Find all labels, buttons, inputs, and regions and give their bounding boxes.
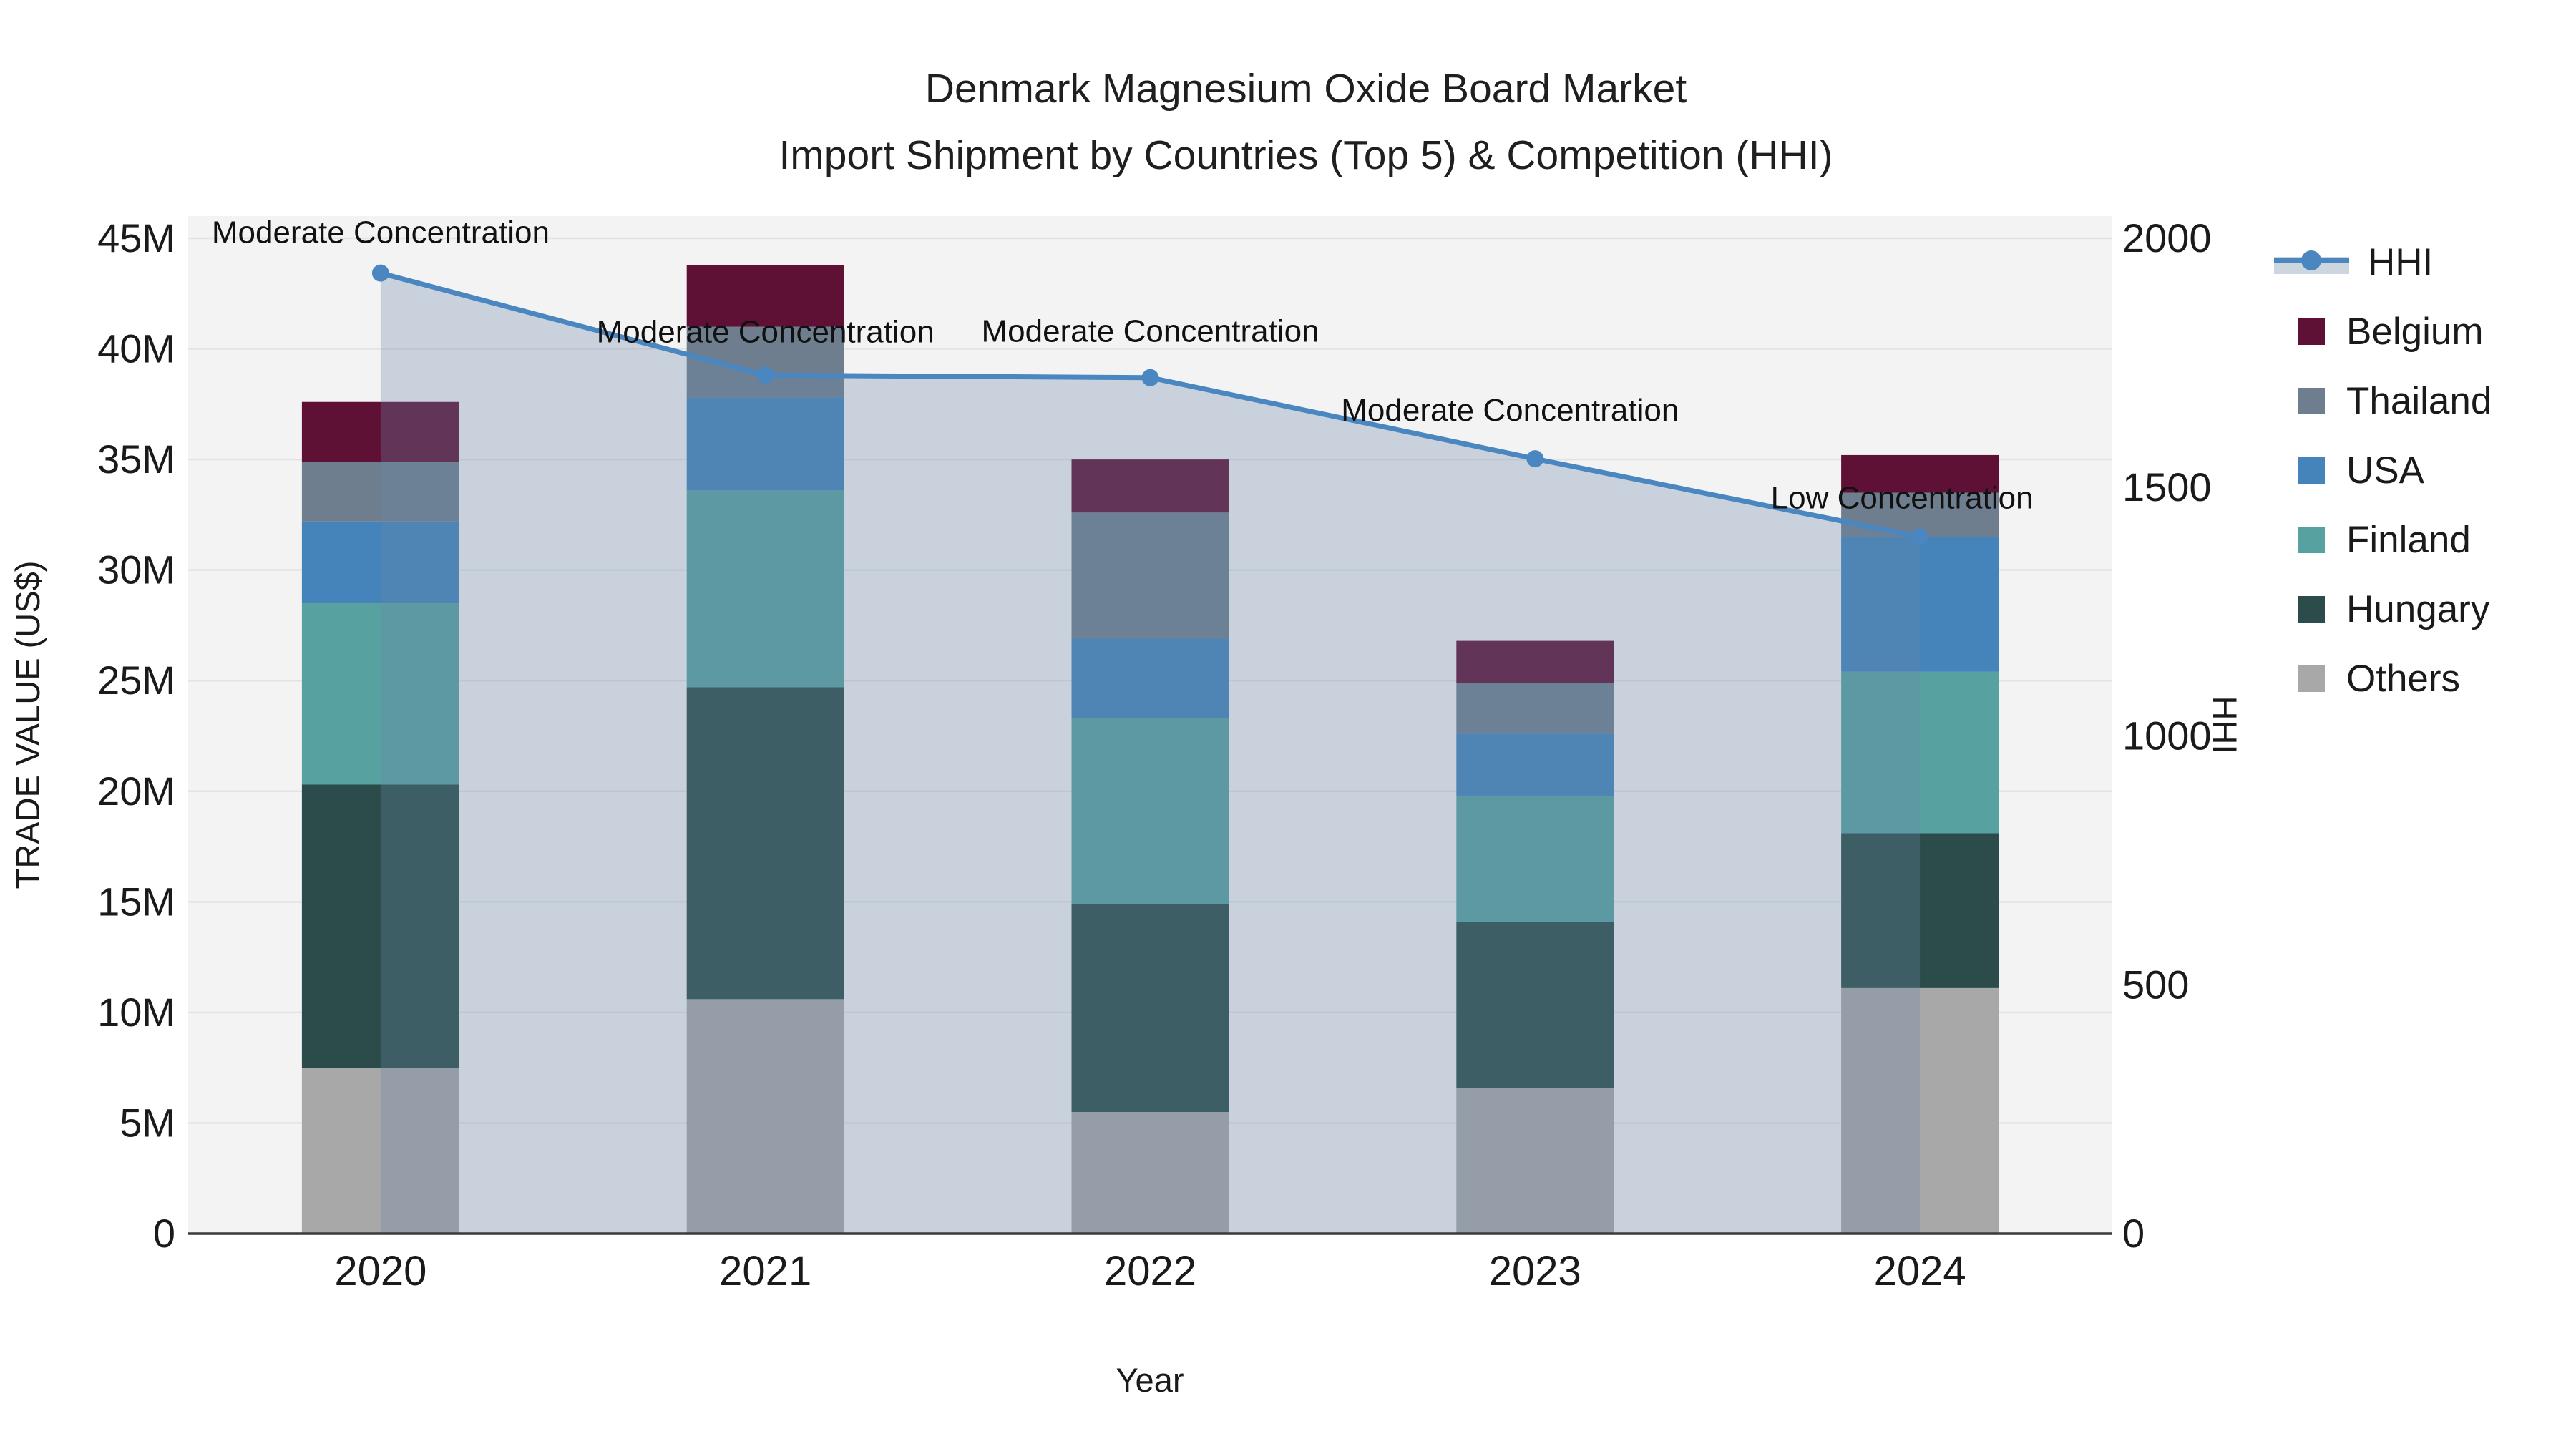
legend-label-thailand: Thailand <box>2346 379 2492 422</box>
bar-segment-belgium-2022[interactable] <box>1071 459 1229 513</box>
legend-item-others[interactable]: Others <box>2274 657 2492 700</box>
bar-segment-belgium-2024[interactable] <box>1841 454 1999 493</box>
bar-segment-hungary-2022[interactable] <box>1071 904 1229 1112</box>
bar-segment-finland-2023[interactable] <box>1456 795 1614 922</box>
legend-item-finland[interactable]: Finland <box>2274 518 2492 561</box>
legend-label-hhi: HHI <box>2368 240 2434 283</box>
bar-segment-others-2020[interactable] <box>301 1068 459 1234</box>
y-left-tick-25M: 25M <box>97 658 175 703</box>
hhi-marker-2023[interactable] <box>1526 450 1544 468</box>
bar-segment-others-2023[interactable] <box>1456 1087 1614 1234</box>
y-left-tick-40M: 40M <box>97 326 175 371</box>
chart-title: Denmark Magnesium Oxide Board Market Imp… <box>590 56 2021 189</box>
legend-item-thailand[interactable]: Thailand <box>2274 379 2492 422</box>
x-tick-2023: 2023 <box>1489 1248 1581 1294</box>
bar-segment-belgium-2023[interactable] <box>1456 640 1614 683</box>
hhi-marker-2022[interactable] <box>1141 369 1159 386</box>
bar-segment-hungary-2023[interactable] <box>1456 922 1614 1088</box>
legend-swatch-others <box>2298 665 2325 692</box>
annotation-2023: Moderate Concentration <box>1341 393 1679 428</box>
bar-segment-usa-2023[interactable] <box>1456 733 1614 796</box>
legend-item-hhi[interactable]: HHI <box>2274 240 2492 283</box>
y-right-tick-2000: 2000 <box>2122 215 2212 260</box>
y-axis-right-title: HHI <box>2206 696 2244 754</box>
x-tick-2020: 2020 <box>334 1248 426 1294</box>
legend-swatch-thailand <box>2298 387 2325 414</box>
y-left-tick-15M: 15M <box>97 879 175 924</box>
y-left-tick-35M: 35M <box>97 436 175 482</box>
legend: HHI Belgium Thailand USA Finland Hungary Other… <box>2274 240 2492 728</box>
y-axis-left-title: TRADE VALUE (US$) <box>9 561 47 889</box>
y-left-tick-20M: 20M <box>97 769 175 814</box>
legend-label-finland: Finland <box>2346 518 2471 561</box>
y-right-tick-0: 0 <box>2122 1211 2145 1256</box>
stacked-bars <box>301 265 1999 1234</box>
hhi-marker-2021[interactable] <box>756 366 774 384</box>
y-axis-right-tick-labels: 0 500 1000 1500 2000 <box>2122 215 2212 1256</box>
legend-label-usa: USA <box>2346 449 2424 492</box>
y-left-tick-0: 0 <box>153 1211 175 1256</box>
legend-label-others: Others <box>2346 657 2461 700</box>
annotation-2022: Moderate Concentration <box>981 314 1319 349</box>
legend-label-belgium: Belgium <box>2346 310 2484 353</box>
y-left-tick-5M: 5M <box>119 1100 175 1145</box>
x-axis-title: Year <box>1116 1361 1184 1399</box>
annotations: Moderate Concentration Moderate Concentra… <box>212 215 2034 516</box>
legend-swatch-hungary <box>2298 595 2325 623</box>
hhi-marker-2020[interactable] <box>371 264 389 282</box>
bar-segment-usa-2022[interactable] <box>1071 638 1229 718</box>
chart-title-line1: Denmark Magnesium Oxide Board Market <box>924 66 1687 112</box>
bar-segment-others-2021[interactable] <box>686 999 844 1234</box>
y-left-tick-30M: 30M <box>97 547 175 592</box>
legend-item-usa[interactable]: USA <box>2274 449 2492 492</box>
bar-segment-usa-2021[interactable] <box>686 397 844 491</box>
y-axis-left-tick-labels: 0 5M 10M 15M 20M 25M 30M 35M 40M 45M <box>97 215 175 1256</box>
y-right-tick-1500: 1500 <box>2122 464 2212 509</box>
bar-segment-finland-2024[interactable] <box>1841 671 1999 834</box>
bar-segment-finland-2022[interactable] <box>1071 718 1229 904</box>
legend-swatch-belgium <box>2298 318 2325 345</box>
x-tick-2021: 2021 <box>719 1248 811 1294</box>
bar-segment-hungary-2020[interactable] <box>301 784 459 1068</box>
bar-segment-usa-2020[interactable] <box>301 521 459 604</box>
bar-segment-usa-2024[interactable] <box>1841 537 1999 672</box>
bar-segment-hungary-2024[interactable] <box>1841 833 1999 988</box>
bar-segment-finland-2021[interactable] <box>686 490 844 688</box>
bar-segment-others-2022[interactable] <box>1071 1111 1229 1234</box>
legend-item-belgium[interactable]: Belgium <box>2274 310 2492 353</box>
legend-swatch-usa <box>2298 457 2325 484</box>
annotation-2020: Moderate Concentration <box>212 215 550 250</box>
y-right-tick-500: 500 <box>2122 962 2189 1007</box>
hhi-line <box>371 264 1929 546</box>
bar-segment-others-2024[interactable] <box>1841 987 1999 1234</box>
bar-segment-finland-2020[interactable] <box>301 603 459 785</box>
annotation-2024: Low Concentration <box>1771 480 2034 515</box>
bar-segment-belgium-2020[interactable] <box>301 401 459 462</box>
legend-swatch-finland <box>2298 526 2325 553</box>
y-left-tick-10M: 10M <box>97 990 175 1035</box>
hhi-line-icon <box>2274 250 2349 274</box>
bar-segment-belgium-2021[interactable] <box>686 265 844 327</box>
hhi-marker-2024[interactable] <box>1911 528 1929 546</box>
y-right-tick-1000: 1000 <box>2122 713 2212 758</box>
hhi-area-fill <box>380 273 1921 1234</box>
annotation-2021: Moderate Concentration <box>597 314 935 349</box>
chart-title-line2: Import Shipment by Countries (Top 5) & C… <box>779 132 1833 178</box>
bar-segment-thailand-2023[interactable] <box>1456 683 1614 734</box>
legend-item-hungary[interactable]: Hungary <box>2274 587 2492 630</box>
legend-label-hungary: Hungary <box>2346 587 2490 630</box>
x-axis-tick-labels: 2020 2021 2022 2023 2024 <box>334 1248 1966 1294</box>
bar-segment-hungary-2021[interactable] <box>686 687 844 1000</box>
bar-segment-thailand-2022[interactable] <box>1071 512 1229 639</box>
x-tick-2022: 2022 <box>1104 1248 1196 1294</box>
x-tick-2024: 2024 <box>1874 1248 1966 1294</box>
bar-segment-thailand-2020[interactable] <box>301 462 459 522</box>
y-left-tick-45M: 45M <box>97 215 175 260</box>
